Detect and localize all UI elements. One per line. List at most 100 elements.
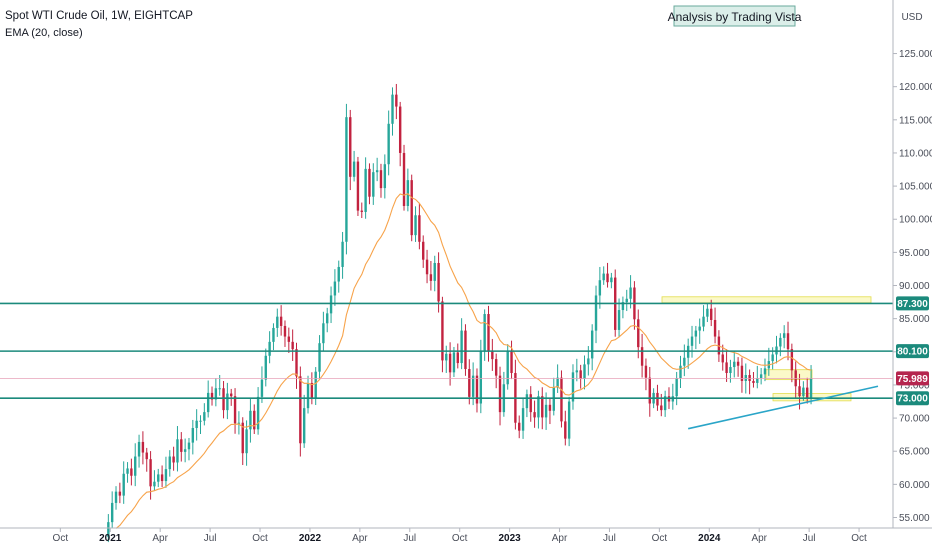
candle-body[interactable] — [237, 422, 241, 424]
candle-body[interactable] — [418, 215, 421, 242]
candle-body[interactable] — [590, 330, 594, 359]
candle-body[interactable] — [191, 428, 195, 443]
candle-body[interactable] — [806, 387, 809, 399]
candle-body[interactable] — [698, 326, 701, 331]
candle-body[interactable] — [149, 459, 152, 487]
candle-body[interactable] — [287, 336, 291, 342]
candle-body[interactable] — [471, 375, 475, 397]
candle-body[interactable] — [337, 266, 340, 282]
candle-body[interactable] — [134, 456, 137, 476]
candle-body[interactable] — [598, 280, 602, 296]
candle-body[interactable] — [552, 387, 555, 411]
candle-body[interactable] — [360, 210, 363, 212]
candle-body[interactable] — [464, 330, 467, 370]
candle-body[interactable] — [137, 441, 141, 457]
candle-body[interactable] — [183, 449, 187, 452]
candle-body[interactable] — [510, 350, 513, 374]
candle-body[interactable] — [245, 429, 248, 454]
candle-body[interactable] — [110, 502, 114, 523]
candle-body[interactable] — [233, 396, 237, 424]
candle-body[interactable] — [494, 359, 498, 376]
price-axis-panel[interactable] — [893, 0, 932, 528]
candle-body[interactable] — [398, 106, 402, 153]
candle-body[interactable] — [249, 410, 252, 430]
candle-body[interactable] — [345, 117, 348, 242]
candle-body[interactable] — [733, 361, 736, 368]
horizontal-levels[interactable] — [0, 302, 893, 399]
candle-body[interactable] — [256, 396, 260, 430]
candle-body[interactable] — [168, 456, 171, 470]
candle-body[interactable] — [160, 474, 164, 482]
candle-body[interactable] — [541, 396, 544, 418]
candle-body[interactable] — [579, 370, 582, 379]
candle-body[interactable] — [279, 316, 283, 326]
candle-body[interactable] — [437, 262, 440, 302]
candle-body[interactable] — [587, 358, 590, 365]
candle-body[interactable] — [771, 354, 774, 362]
candle-body[interactable] — [226, 393, 229, 411]
candle-body[interactable] — [268, 341, 271, 356]
candle-body[interactable] — [302, 408, 306, 444]
candle-body[interactable] — [548, 404, 552, 411]
candle-body[interactable] — [483, 314, 486, 351]
candle-body[interactable] — [441, 301, 444, 361]
candle-body[interactable] — [145, 452, 148, 460]
candle-body[interactable] — [621, 302, 625, 311]
candle-body[interactable] — [291, 341, 294, 350]
candle-body[interactable] — [529, 394, 532, 413]
candle-body[interactable] — [326, 313, 329, 324]
candle-body[interactable] — [310, 382, 314, 399]
candle-body[interactable] — [802, 387, 805, 397]
candle-body[interactable] — [241, 422, 244, 454]
candle-body[interactable] — [172, 456, 175, 463]
candle-body[interactable] — [295, 349, 298, 377]
candle-body[interactable] — [575, 370, 579, 373]
candle-body[interactable] — [352, 161, 356, 177]
candle-body[interactable] — [322, 323, 325, 344]
candle-body[interactable] — [790, 349, 794, 371]
candle-body[interactable] — [153, 481, 156, 487]
candle-body[interactable] — [195, 420, 198, 429]
candle-body[interactable] — [448, 353, 452, 373]
candle-body[interactable] — [625, 298, 628, 303]
candle-body[interactable] — [114, 491, 118, 503]
candle-body[interactable] — [567, 401, 571, 439]
candle-body[interactable] — [176, 439, 179, 463]
candle-body[interactable] — [456, 352, 459, 364]
candle-body[interactable] — [644, 365, 648, 378]
candle-body[interactable] — [744, 374, 747, 381]
candle-body[interactable] — [387, 123, 390, 165]
candle-body[interactable] — [518, 422, 521, 431]
candle-body[interactable] — [759, 374, 763, 379]
candle-body[interactable] — [187, 442, 191, 450]
candle-body[interactable] — [372, 172, 375, 197]
candle-body[interactable] — [199, 420, 202, 422]
candle-body[interactable] — [460, 330, 463, 364]
candle-body[interactable] — [383, 164, 387, 189]
candle-body[interactable] — [445, 353, 448, 361]
candle-body[interactable] — [786, 333, 790, 350]
candle-body[interactable] — [475, 375, 479, 404]
candle-body[interactable] — [660, 405, 663, 411]
candle-body[interactable] — [690, 336, 694, 346]
candle-body[interactable] — [602, 273, 605, 281]
candle-body[interactable] — [218, 388, 221, 390]
price-axis[interactable]: 55.00060.00065.00070.00075.00080.00085.0… — [893, 49, 932, 524]
candle-body[interactable] — [694, 330, 698, 337]
candle-body[interactable] — [122, 473, 125, 496]
candle-body[interactable] — [118, 491, 122, 496]
candle-body[interactable] — [809, 378, 813, 399]
candle-body[interactable] — [740, 365, 744, 381]
ema-line[interactable] — [115, 193, 812, 529]
candle-body[interactable] — [375, 170, 379, 173]
candle-body[interactable] — [222, 388, 225, 411]
candle-body[interactable] — [637, 319, 640, 348]
candle-body[interactable] — [429, 274, 433, 281]
candle-body[interactable] — [130, 468, 133, 476]
candle-body[interactable] — [299, 376, 302, 444]
candle-body[interactable] — [544, 404, 548, 418]
candle-body[interactable] — [537, 396, 540, 418]
candle-body[interactable] — [521, 408, 525, 431]
candle-body[interactable] — [748, 374, 751, 381]
